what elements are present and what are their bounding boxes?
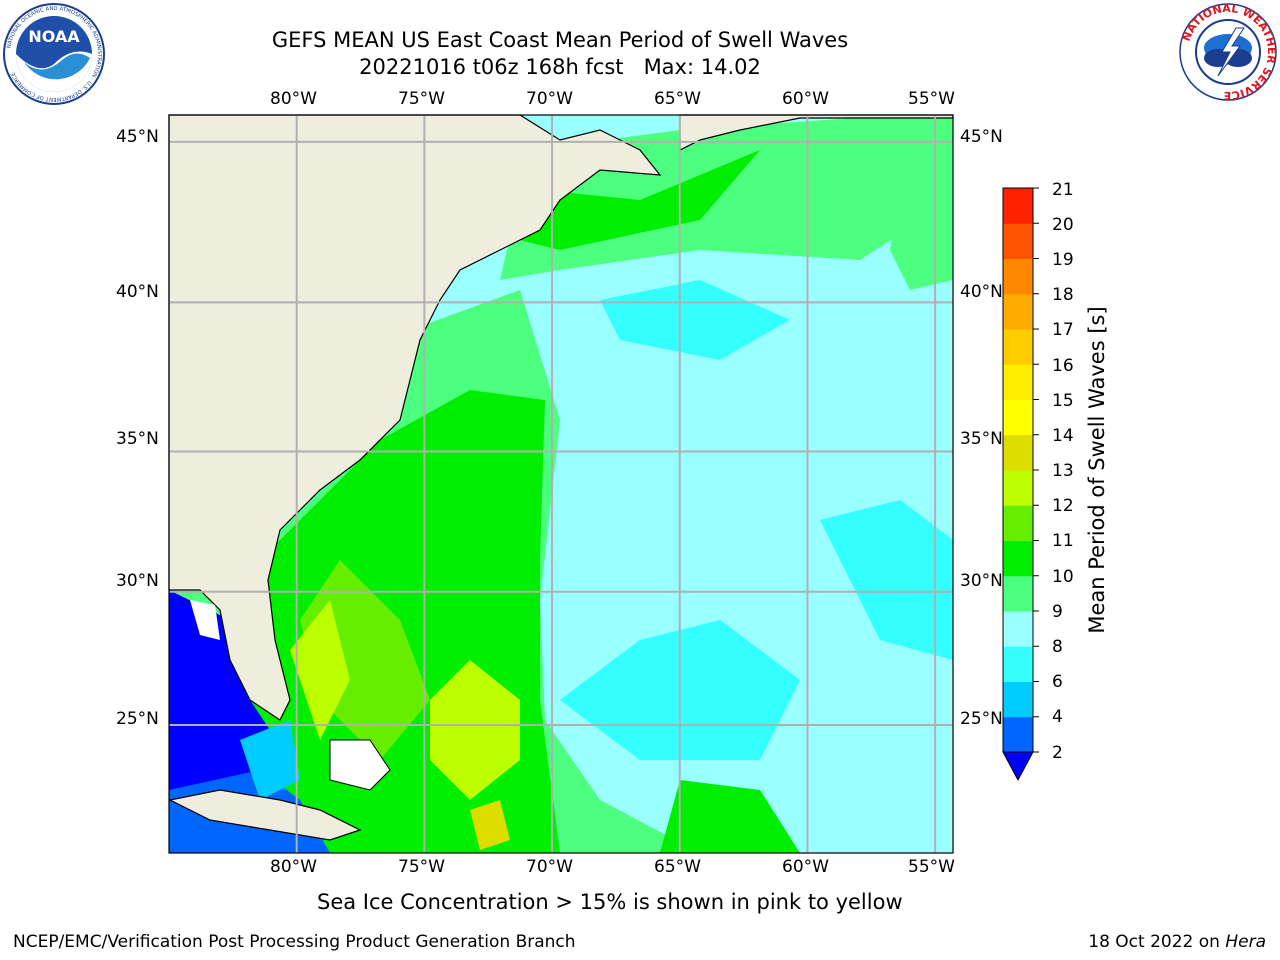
colorbar-tick: 14 <box>1052 426 1074 446</box>
missing-data-patch <box>190 600 220 640</box>
colorbar-tick: 4 <box>1052 707 1063 727</box>
colorbar-tick: 19 <box>1052 250 1074 270</box>
band-10-11s-north <box>520 150 760 250</box>
band-12-13s <box>290 600 350 740</box>
band-13-14s <box>470 800 510 850</box>
lon-label-top: 65°W <box>654 89 701 109</box>
lon-label-bottom: 55°W <box>908 857 955 877</box>
colorbar-segment <box>1003 540 1033 577</box>
lat-label-right: 30°N <box>960 571 1003 591</box>
colorbar-under-arrow <box>1002 751 1034 782</box>
band-8-9s <box>600 280 790 360</box>
colorbar-tick: 6 <box>1052 672 1063 692</box>
lon-label-bottom: 80°W <box>270 857 317 877</box>
sea-ice-note: Sea Ice Concentration > 15% is shown in … <box>317 890 903 914</box>
producer-credit: NCEP/EMC/Verification Post Processing Pr… <box>13 932 576 952</box>
lon-label-bottom: 65°W <box>654 857 701 877</box>
lon-label-top: 55°W <box>908 89 955 109</box>
chart-subtitle: 20221016 t06z 168h fcst Max: 14.02 <box>359 55 761 79</box>
lat-label-left: 40°N <box>116 282 159 302</box>
colorbar-segment <box>1003 505 1033 541</box>
lon-label-bottom: 70°W <box>526 857 573 877</box>
colorbar-tick: 21 <box>1052 180 1074 200</box>
colorbar-segment <box>1003 470 1033 506</box>
colorbar-tick: 10 <box>1052 567 1074 587</box>
noaa-logo-text: NOAA <box>28 27 80 46</box>
colorbar-segment <box>1003 399 1033 436</box>
run-date: 18 Oct 2022 on <box>1088 932 1226 952</box>
lon-label-top: 70°W <box>526 89 573 109</box>
lon-label-top: 60°W <box>782 89 829 109</box>
colorbar-tick: 15 <box>1052 391 1074 411</box>
colorbar-tick: 20 <box>1052 215 1074 235</box>
map-frame <box>168 114 954 854</box>
colorbar-segment <box>1003 646 1033 682</box>
colorbar-tick: 9 <box>1052 602 1063 622</box>
lat-label-left: 45°N <box>116 127 159 147</box>
colorbar-segment <box>1003 188 1033 224</box>
noaa-logo: NOAA NATIONAL OCEANIC AND ATMOSPHERIC AD… <box>3 3 105 105</box>
band-8-9s-east <box>820 500 953 660</box>
colorbar-segment <box>1003 611 1033 647</box>
colorbar-tick: 8 <box>1052 637 1063 657</box>
colorbar-segment <box>1003 681 1033 718</box>
colorbar-tick: 17 <box>1052 320 1074 340</box>
nws-logo: NATIONAL WEATHER SERVICE <box>1179 2 1278 102</box>
colorbar-segment <box>1003 434 1033 471</box>
colorbar <box>1002 187 1039 782</box>
colorbar-segment <box>1003 258 1033 295</box>
lon-label-top: 80°W <box>270 89 317 109</box>
lat-label-left: 30°N <box>116 571 159 591</box>
colorbar-segment <box>1003 329 1033 365</box>
lat-label-right: 45°N <box>960 127 1003 147</box>
band-4-6s <box>240 720 300 800</box>
bahamas-bank <box>329 739 391 791</box>
chart-title: GEFS MEAN US East Coast Mean Period of S… <box>271 28 849 52</box>
lat-label-left: 25°N <box>116 709 159 729</box>
colorbar-segment <box>1003 223 1033 259</box>
colorbar-segment <box>1003 364 1033 400</box>
band-10-11s-south <box>660 780 800 853</box>
machine-name: Hera <box>1225 932 1266 952</box>
colorbar-segment <box>1003 716 1033 753</box>
lon-label-bottom: 75°W <box>398 857 445 877</box>
band-9-10s-ne <box>890 160 953 290</box>
map-panel <box>168 114 954 854</box>
lat-label-left: 35°N <box>116 429 159 449</box>
lat-label-right: 35°N <box>960 429 1003 449</box>
colorbar-label: Mean Period of Swell Waves [s] <box>1085 306 1109 634</box>
colorbar-tick: 2 <box>1052 743 1063 763</box>
lat-label-right: 40°N <box>960 282 1003 302</box>
colorbar-tick: 11 <box>1052 531 1074 551</box>
lon-label-bottom: 60°W <box>782 857 829 877</box>
lat-label-right: 25°N <box>960 709 1003 729</box>
run-date-credit: 18 Oct 2022 on Hera <box>1088 932 1266 952</box>
band-12-13s <box>430 660 520 800</box>
cuba-land <box>168 789 362 841</box>
us-east-coast-land <box>168 114 662 721</box>
colorbar-tick: 13 <box>1052 461 1074 481</box>
colorbar-segment <box>1003 293 1033 330</box>
colorbar-segment <box>1003 575 1033 612</box>
colorbar-tick: 16 <box>1052 356 1074 376</box>
colorbar-tick: 18 <box>1052 285 1074 305</box>
lon-label-top: 75°W <box>398 89 445 109</box>
colorbar-tick: 12 <box>1052 496 1074 516</box>
